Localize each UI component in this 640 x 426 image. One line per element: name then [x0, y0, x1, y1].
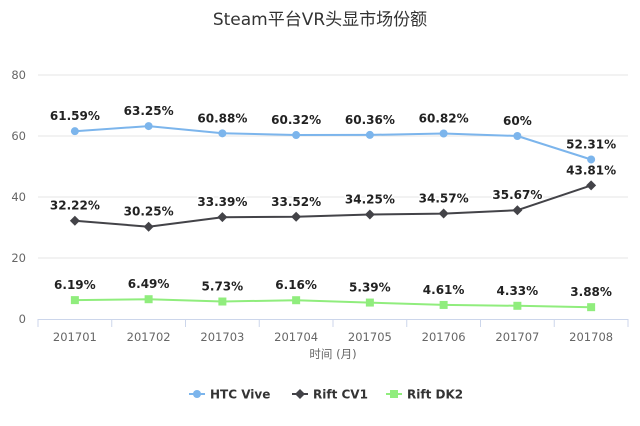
data-label-rift-cv1: 43.81% [566, 163, 616, 177]
legend-marker-rift-cv1 [295, 389, 305, 399]
data-point-htc-vive [292, 131, 301, 140]
data-point-rift-cv1 [438, 208, 449, 219]
y-tick-label: 20 [11, 251, 26, 265]
legend-item-rift-dk2: Rift DK2 [386, 388, 463, 402]
data-point-htc-vive [439, 129, 448, 138]
x-tick-label: 201704 [274, 330, 318, 344]
data-point-rift-dk2 [365, 298, 374, 307]
data-point-htc-vive [70, 127, 79, 136]
data-label-rift-dk2: 5.73% [202, 280, 244, 294]
legend-label-htc-vive: HTC Vive [210, 388, 270, 402]
data-point-rift-cv1 [364, 209, 375, 220]
data-point-htc-vive [587, 155, 596, 164]
x-tick-label: 201707 [495, 330, 539, 344]
data-label-rift-cv1: 35.67% [492, 188, 542, 202]
series-rift-cv1 [69, 180, 597, 232]
series-htc-vive [70, 122, 596, 164]
data-point-rift-dk2 [70, 296, 79, 305]
series-line-rift-cv1 [74, 184, 592, 228]
x-tick-label: 201706 [422, 330, 466, 344]
data-label-htc-vive: 61.59% [50, 109, 100, 123]
x-tick-label: 201703 [200, 330, 244, 344]
data-point-rift-dk2 [439, 300, 448, 309]
data-label-htc-vive: 60.36% [345, 113, 395, 127]
axes: 0 20 40 60 80 201701 201702 201703 201704 201705 2… [11, 68, 629, 344]
legend: HTC Vive Rift CV1 Rift DK2 [189, 388, 463, 402]
series-rift-dk2 [70, 295, 596, 312]
data-label-htc-vive: 60.32% [271, 113, 321, 127]
data-point-rift-dk2 [218, 297, 227, 306]
data-point-htc-vive [365, 130, 374, 139]
data-point-rift-cv1 [69, 215, 80, 226]
data-point-rift-dk2 [292, 296, 301, 305]
data-point-rift-cv1 [512, 205, 523, 216]
y-tick-label: 80 [11, 68, 26, 82]
x-tick-label: 201708 [569, 330, 613, 344]
data-label-rift-dk2: 5.39% [349, 281, 391, 295]
legend-item-rift-cv1: Rift CV1 [292, 388, 368, 402]
data-point-htc-vive [218, 129, 227, 138]
data-label-rift-cv1: 34.25% [345, 193, 395, 207]
data-label-rift-dk2: 4.33% [497, 284, 539, 298]
x-tick-label: 201705 [348, 330, 392, 344]
data-point-rift-cv1 [143, 221, 154, 232]
data-label-htc-vive: 52.31% [566, 137, 616, 151]
data-label-rift-dk2: 6.16% [275, 278, 317, 292]
y-tick-label: 40 [11, 190, 26, 204]
legend-marker-rift-dk2 [390, 390, 398, 398]
data-point-rift-dk2 [587, 303, 596, 312]
data-label-htc-vive: 60.88% [197, 111, 247, 125]
data-label-rift-dk2: 6.19% [54, 278, 96, 292]
data-point-rift-cv1 [291, 211, 302, 222]
data-label-htc-vive: 60% [503, 114, 532, 128]
data-label-rift-cv1: 33.52% [271, 195, 321, 209]
data-label-rift-cv1: 32.22% [50, 199, 100, 213]
data-label-rift-dk2: 3.88% [570, 285, 612, 299]
chart-title: Steam平台VR头显市场份额 [213, 10, 427, 30]
data-point-rift-cv1 [217, 212, 228, 223]
data-point-rift-cv1 [586, 180, 597, 191]
data-label-rift-cv1: 33.39% [197, 195, 247, 209]
data-labels: 61.59% 63.25% 60.88% 60.32% 60.36% 60.82% 60% 5… [48, 103, 617, 301]
data-point-htc-vive [513, 132, 522, 140]
gridlines [38, 74, 628, 259]
data-label-rift-dk2: 4.61% [423, 283, 465, 297]
x-tick-label: 201701 [53, 330, 97, 344]
legend-label-rift-cv1: Rift CV1 [313, 388, 368, 402]
data-label-htc-vive: 60.82% [419, 111, 469, 125]
series-line-rift-dk2 [74, 298, 592, 309]
data-point-rift-dk2 [144, 295, 153, 304]
series-layer [69, 122, 597, 312]
data-label-rift-cv1: 30.25% [124, 205, 174, 219]
data-label-htc-vive: 63.25% [124, 104, 174, 118]
data-label-rift-dk2: 6.49% [128, 277, 170, 291]
x-axis-title: 时间 (月) [309, 347, 356, 361]
x-tick-label: 201702 [127, 330, 171, 344]
y-tick-label: 60 [11, 129, 26, 143]
legend-item-htc-vive: HTC Vive [189, 388, 270, 402]
data-label-rift-cv1: 34.57% [419, 192, 469, 206]
series-line-htc-vive [74, 125, 592, 161]
legend-label-rift-dk2: Rift DK2 [407, 388, 463, 402]
legend-marker-htc-vive [193, 390, 201, 398]
y-tick-label: 0 [19, 312, 26, 326]
data-point-htc-vive [144, 122, 153, 131]
data-point-rift-dk2 [513, 301, 522, 310]
